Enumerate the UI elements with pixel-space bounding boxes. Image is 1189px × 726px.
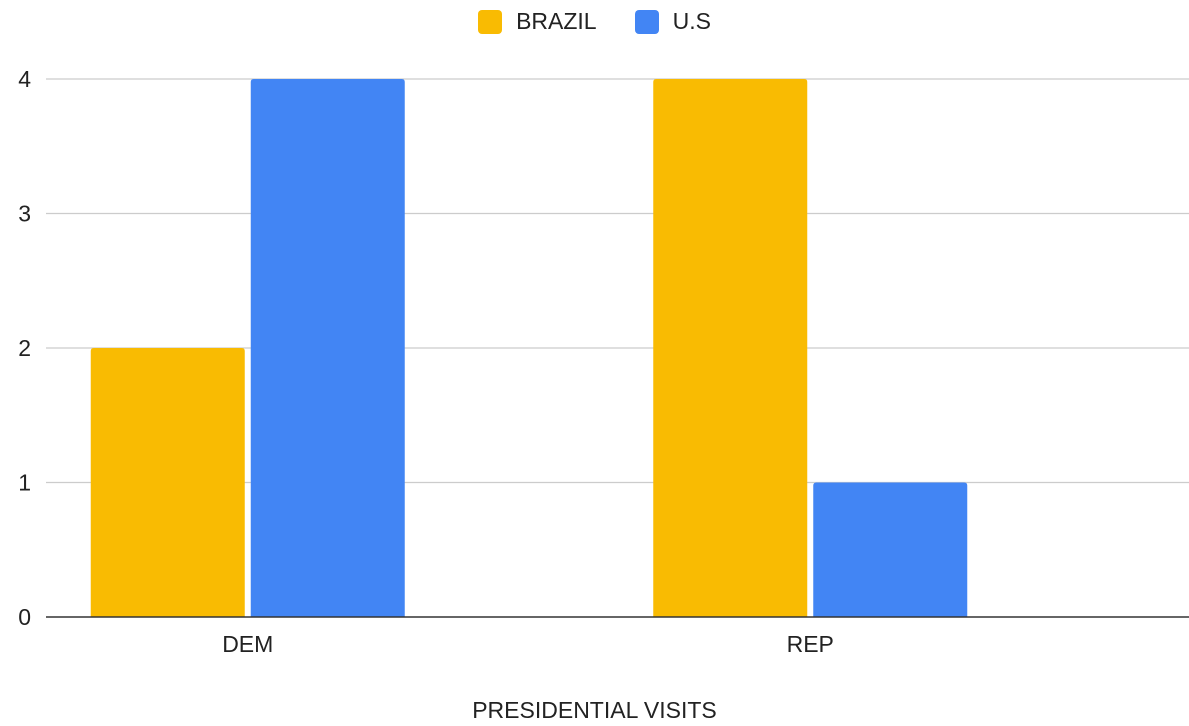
y-tick-label: 3	[18, 201, 31, 227]
bar-us-dem	[250, 79, 405, 617]
bar-brazil-rep	[653, 79, 808, 617]
chart-legend: BRAZIL U.S	[0, 8, 1189, 35]
y-tick-label: 4	[18, 66, 31, 92]
legend-item-brazil[interactable]: BRAZIL	[478, 8, 597, 35]
legend-swatch-brazil	[478, 9, 503, 34]
legend-label-us: U.S	[672, 8, 711, 34]
legend-swatch-us	[634, 9, 659, 34]
y-tick-label: 2	[18, 335, 31, 361]
y-tick-label: 0	[18, 604, 31, 630]
bar-us-rep	[813, 482, 968, 617]
bar-brazil-dem	[90, 348, 245, 617]
x-tick-label: REP	[787, 631, 834, 657]
y-tick-label: 1	[18, 470, 31, 496]
x-tick-label: DEM	[222, 631, 273, 657]
legend-label-brazil: BRAZIL	[516, 8, 597, 34]
x-axis-title: PRESIDENTIAL VISITS	[472, 697, 717, 723]
legend-item-us[interactable]: U.S	[634, 8, 711, 35]
